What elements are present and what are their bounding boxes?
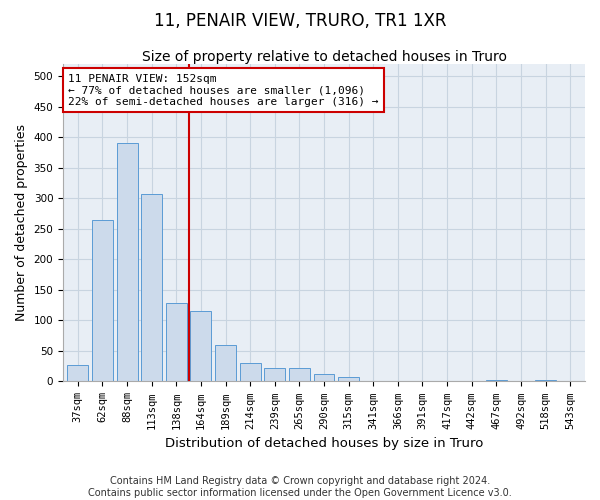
Bar bbox=[92, 220, 113, 382]
Bar bbox=[215, 345, 236, 382]
Text: 11, PENAIR VIEW, TRURO, TR1 1XR: 11, PENAIR VIEW, TRURO, TR1 1XR bbox=[154, 12, 446, 30]
Bar bbox=[486, 380, 507, 382]
Bar bbox=[535, 380, 556, 382]
Bar bbox=[289, 368, 310, 382]
Bar bbox=[190, 311, 211, 382]
Bar bbox=[314, 374, 334, 382]
Bar bbox=[265, 368, 285, 382]
Bar bbox=[239, 363, 260, 382]
Text: Contains HM Land Registry data © Crown copyright and database right 2024.
Contai: Contains HM Land Registry data © Crown c… bbox=[88, 476, 512, 498]
Text: 11 PENAIR VIEW: 152sqm
← 77% of detached houses are smaller (1,096)
22% of semi-: 11 PENAIR VIEW: 152sqm ← 77% of detached… bbox=[68, 74, 379, 106]
Bar bbox=[116, 144, 137, 382]
Bar bbox=[141, 194, 162, 382]
Bar bbox=[67, 365, 88, 382]
Bar bbox=[338, 377, 359, 382]
X-axis label: Distribution of detached houses by size in Truro: Distribution of detached houses by size … bbox=[165, 437, 483, 450]
Title: Size of property relative to detached houses in Truro: Size of property relative to detached ho… bbox=[142, 50, 506, 64]
Y-axis label: Number of detached properties: Number of detached properties bbox=[15, 124, 28, 321]
Bar bbox=[166, 304, 187, 382]
